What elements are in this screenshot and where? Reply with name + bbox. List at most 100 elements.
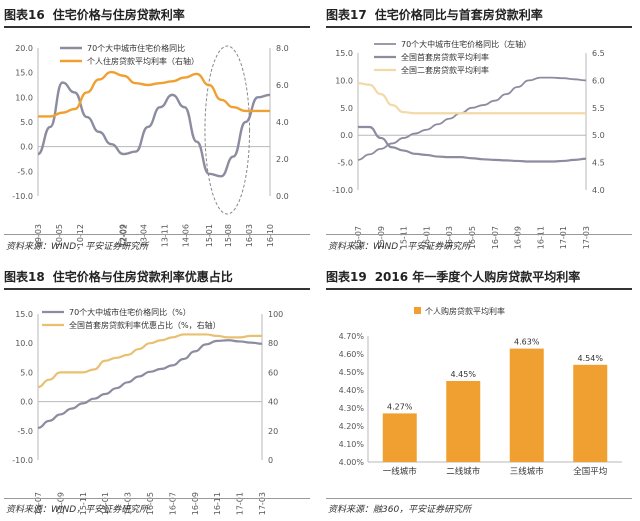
y2-tick-label: 4.5 [592,159,605,168]
y-tick-label: -5.0 [17,167,33,176]
x-tick-label: 16-11 [213,492,222,515]
x-tick-label: 15-08 [224,224,233,247]
y2-tick-label: 60 [268,368,278,377]
source-rule [326,498,632,499]
y2-tick-label: 8.0 [276,44,289,53]
source-note: 资料来源：融360，平安证券研究所 [328,505,472,515]
y2-tick-label: 5.0 [592,131,605,140]
y-tick-label: 15.0 [15,310,33,319]
series-line-2 [38,70,270,118]
x-tick-label: 16-03 [124,492,133,515]
x-tick-label: 15-11 [79,492,88,515]
legend-label-3: 全国二套房贷款平均利率 [401,65,489,75]
y2-tick-label: 20 [268,427,278,436]
y-tick-label: -10.0 [332,186,353,195]
y-tick-label: 4.50% [339,368,365,377]
x-tick-label: 16-01 [101,492,110,515]
y-tick-label: 10.0 [335,76,353,85]
x-tick-label: 17-03 [582,226,591,249]
x-tick-label: 16-03 [245,224,254,247]
x-tick-label-2: 二线城市 [446,466,481,477]
x-tick-label: 15-01 [205,224,214,247]
x-tick-label: 16-07 [491,226,500,249]
y-tick-label: 5.0 [20,368,33,377]
legend-swatch [414,307,421,314]
data-label-2: 4.45% [451,370,477,379]
panel-title: 图表18 住宅价格与住房贷款利率优惠占比 [4,270,233,284]
panel-title: 图表16 住宅价格与住房贷款利率 [4,8,185,22]
y-tick-label: 4.10% [339,440,365,449]
y-tick-label: 4.00% [339,458,365,467]
y-tick-label: -10.0 [12,192,33,201]
y-tick-label: 4.30% [339,404,365,413]
y-tick-label: 0.0 [20,143,33,152]
x-tick-label: 16-05 [468,226,477,249]
series-line-2 [357,125,587,163]
highlight-ellipse [204,45,251,215]
y-tick-label: 15.0 [335,49,353,58]
x-tick-label: 16-03 [445,226,454,249]
title-rule [326,26,632,28]
x-tick-label: 15-07 [34,492,43,515]
bar-3 [509,348,544,462]
chart-panel-18: 图表18 住宅价格与住房贷款利率优惠占比 -10.0 -5.0 0.0 5.0 10.0 1… [0,262,318,521]
series-line-1 [357,76,587,161]
x-tick-label: 15-07 [354,226,363,249]
legend-label: 个人购房贷款平均利率 [425,306,505,316]
series-line-1 [37,339,263,429]
source-rule [4,498,310,499]
x-tick-label: 16-05 [146,492,155,515]
bar-2 [446,381,481,462]
line-chart-price-vs-discount-share: -10.0 -5.0 0.0 5.0 10.0 15.0 0 20 40 60 80 100 15-07… [12,307,283,515]
title-rule [326,288,632,290]
x-tick-label: 10-05 [55,224,64,247]
x-tick-label: 16-07 [168,492,177,515]
legend-label-2: 个人住房贷款平均利率（右轴） [87,56,199,66]
source-rule [326,234,632,235]
x-tick-label: 12-09 [118,224,127,247]
y2-tick-label: 5.5 [592,104,605,113]
series-line-3 [357,82,586,115]
x-tick-label-3: 三线城市 [510,466,545,477]
y-tick-label: 0.0 [20,398,33,407]
y-tick-label: -10.0 [12,456,33,465]
y2-tick-label: 6.0 [276,81,289,90]
x-tick-label: 17-01 [559,226,568,249]
y2-tick-label: 2.0 [276,155,289,164]
y2-tick-label: 6.0 [592,76,605,85]
data-label-3: 4.63% [514,338,540,347]
y2-tick-label: 40 [268,398,278,407]
legend-label-1: 70个大中城市住宅价格同比 [87,43,185,53]
chart-panel-17: 图表17 住宅价格同比与首套房贷款利率 -10.0 -5.0 0.0 5.0 10.0 15… [322,0,640,260]
legend-label-2: 全国首套房贷款平均利率 [401,52,489,62]
x-tick-label: 13-04 [139,224,148,247]
y2-tick-label: 0.0 [276,192,289,201]
x-tick-label: 10-12 [76,224,85,247]
panel-title: 图表17 住宅价格同比与首套房贷款利率 [326,8,543,22]
y-tick-label: -5.0 [17,427,33,436]
y2-tick-label: 6.5 [592,49,605,58]
x-tick-label: 17-03 [258,492,267,515]
chart-panel-19: 图表19 2016 年一季度个人购房贷款平均利率 4.00% 4.10% 4.20% 4… [322,262,640,521]
source-rule [4,234,310,235]
x-tick-label: 16-09 [191,492,200,515]
y2-tick-label: 4.0 [276,118,289,127]
x-tick-label: 15-11 [400,226,409,249]
y-tick-label: 5.0 [20,118,33,127]
x-tick-label: 15-09 [56,492,65,515]
y-tick-label: 4.70% [339,332,365,341]
series-line-1 [37,81,271,178]
y-tick-label: 4.40% [339,386,365,395]
y-tick-label: 4.20% [339,422,365,431]
x-tick-label: 14-06 [182,224,191,247]
y-tick-label: 4.60% [339,350,365,359]
y-tick-label: 15.0 [15,69,33,78]
x-tick-label: 12-02 [119,224,128,247]
line-chart-price-yoy-vs-first-home-rate: -10.0 -5.0 0.0 5.0 10.0 15.0 4.0 4.5 5.0 5.5 6.0 6.… [332,39,605,249]
x-tick-label: 13-11 [161,224,170,247]
x-tick-label: 15-09 [377,226,386,249]
y-tick-label: 20.0 [15,44,33,53]
x-tick-label: 16-09 [514,226,523,249]
source-note: 资料来源：WIND，平安证券研究所 [328,242,471,252]
y-tick-label: 10.0 [15,93,33,102]
